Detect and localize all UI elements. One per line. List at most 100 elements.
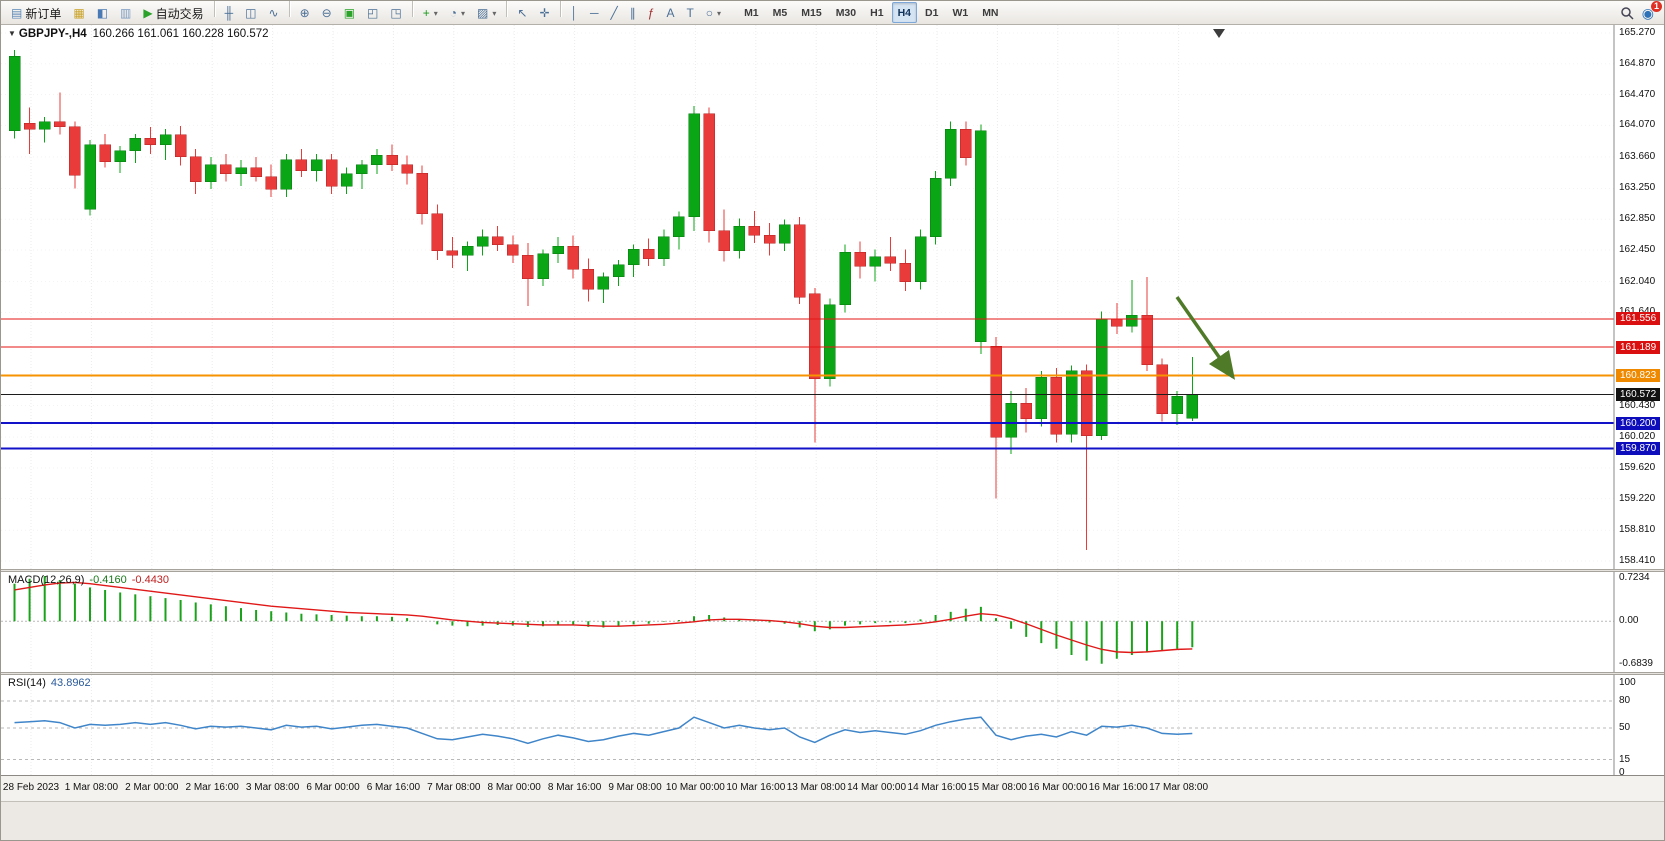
chart-shift-marker-icon[interactable] [1213,29,1225,38]
time-axis-label: 15 Mar 08:00 [967,782,1027,793]
line-chart-icon: ∿ [268,6,279,20]
timeframe-h4-button[interactable]: H4 [891,2,917,23]
tile-windows-button[interactable]: ▣ [339,3,360,24]
toolbar-right: ◉ 1 [1620,1,1662,20]
time-axis-label: 10 Mar 16:00 [726,782,786,793]
down-arrow-annotation[interactable] [1175,295,1236,380]
arrange-windows-button[interactable]: ◳ [385,3,406,24]
periods-button[interactable]: ◔ ▾ [445,3,470,24]
scale-label: 160.430 [1619,399,1656,411]
one-click-trading-icon[interactable]: ▼ [8,29,16,38]
price-level-badge: 160.823 [1616,368,1661,382]
time-axis-label: 2 Mar 16:00 [185,782,239,793]
data-window-button[interactable]: ◧ [92,3,113,24]
equidistant-channel-button[interactable]: ∥ [625,3,641,24]
indicators-button[interactable]: + ▾ [418,3,443,24]
scale-label: 159.620 [1619,461,1656,473]
bar-chart-button[interactable]: ╫ [220,3,239,24]
time-axis[interactable]: 28 Feb 2023 1 Mar 08:00 2 Mar 00:00 2 Mar 1… [1,775,1664,801]
time-axis-label: 16 Mar 16:00 [1088,782,1148,793]
text-button[interactable]: A [661,3,679,24]
bear-candle [748,225,761,236]
macd-histogram [13,576,1194,664]
chart-title: ▼ GBPJPY-,H4 160.266 161.061 160.228 160.5… [8,28,269,40]
bull-candle [688,113,700,218]
bear-candle [1141,315,1153,365]
rsi-chart-surface[interactable] [1,675,1665,775]
arrange-windows-icon: ◳ [390,6,402,20]
bear-candle [144,138,157,145]
time-axis-label: 28 Feb 2023 [2,782,60,793]
bull-candle [929,178,942,238]
panel-splitter[interactable] [1,569,1664,572]
timeframe-m30-button[interactable]: M30 [835,6,857,19]
templates-button[interactable]: ▨ ▾ [472,3,501,24]
timeframe-mn-button[interactable]: MN [982,6,999,19]
price-level-badge: 161.189 [1616,340,1661,354]
toolbar-buttons: ▤ 新订单 ▦ ◧ ▥ ▶ 自动交易 ╫ ◫ ∿ ⊕ ⊖ ▣ ◰ ◳ + ▾ ◔ ▾ ▨ ▾ ↖ ✛ │ ─ ╱ ∥ ƒ A T ○ ▾ [5,1,727,24]
zoom-out-button[interactable]: ⊖ [317,3,337,24]
candlestick-chart-button[interactable]: ◫ [240,3,261,24]
scale-label: 164.070 [1619,119,1656,131]
panel-splitter[interactable] [1,672,1664,675]
scale-label: -0.6839 [1619,658,1653,669]
search-icon[interactable] [1620,6,1634,20]
rsi-panel: RSI(14) 43.8962 100 80 50 15 0 [1,675,1665,778]
timeframe-m1-button[interactable]: M1 [744,6,759,19]
shapes-button[interactable]: ○ ▾ [701,3,726,24]
bear-candle [1156,364,1168,415]
timeframe-d1-button[interactable]: D1 [925,6,939,19]
shapes-icon: ○ [705,6,714,20]
fibonacci-button[interactable]: ƒ [643,3,660,24]
bull-candle [1186,394,1199,419]
toolbar-separator [559,1,561,17]
bear-candle [54,121,66,128]
dropdown-arrow-icon: ▾ [461,9,466,18]
market-watch-button[interactable]: ▦ [68,3,89,24]
candlestick-chart-icon: ◫ [245,6,257,20]
bull-candle [340,173,353,187]
macd-chart-surface[interactable] [1,572,1665,672]
cursor-button[interactable]: ↖ [512,3,532,24]
bull-candle [778,224,791,244]
scale-label: 163.660 [1619,150,1656,162]
crosshair-button[interactable]: ✛ [534,3,554,24]
bull-candle [371,155,383,165]
bear-candle [793,224,806,298]
indicators-icon: + [422,6,430,20]
bull-candle [627,249,640,265]
bull-candle [839,252,851,305]
time-axis-label: 16 Mar 00:00 [1028,782,1088,793]
timeframe-m5-button[interactable]: M5 [772,6,788,19]
bear-candle [642,249,655,259]
notification-count-badge: 1 [1650,1,1662,12]
zoom-in-button[interactable]: ⊕ [295,3,315,24]
ohlc-values-label: 160.266 161.061 160.228 160.572 [92,28,269,40]
chart-area: ▼ GBPJPY-,H4 160.266 161.061 160.228 160.5… [1,25,1665,840]
new-order-button[interactable]: ▤ 新订单 [6,3,66,24]
crosshair-icon: ✛ [539,6,550,20]
bear-candle [189,156,202,182]
time-axis-label: 8 Mar 00:00 [487,782,541,793]
scale-label: 164.470 [1619,88,1656,100]
navigator-button[interactable]: ▥ [115,3,136,24]
timeframe-w1-button[interactable]: W1 [952,6,969,19]
horizontal-line-button[interactable]: ─ [585,3,604,24]
auto-trading-button[interactable]: ▶ 自动交易 [138,3,208,24]
fibonacci-icon: ƒ [647,6,655,20]
notifications-button[interactable]: ◉ 1 [1642,1,1662,20]
timeframe-h1-button[interactable]: H1 [870,6,884,19]
cascade-windows-button[interactable]: ◰ [362,3,383,24]
vertical-line-button[interactable]: │ [566,3,584,24]
bull-candle [1065,370,1078,435]
text-label-button[interactable]: T [681,3,698,24]
trendline-button[interactable]: ╱ [606,3,623,24]
timeframe-m15-button[interactable]: M15 [801,6,822,19]
bear-candle [325,159,338,187]
bull-candle [975,130,987,342]
time-axis-label: 10 Mar 00:00 [665,782,725,793]
price-chart-surface[interactable] [1,25,1665,569]
bull-candle [310,159,323,172]
line-chart-button[interactable]: ∿ [264,3,284,24]
toolbar-separator [288,1,290,17]
